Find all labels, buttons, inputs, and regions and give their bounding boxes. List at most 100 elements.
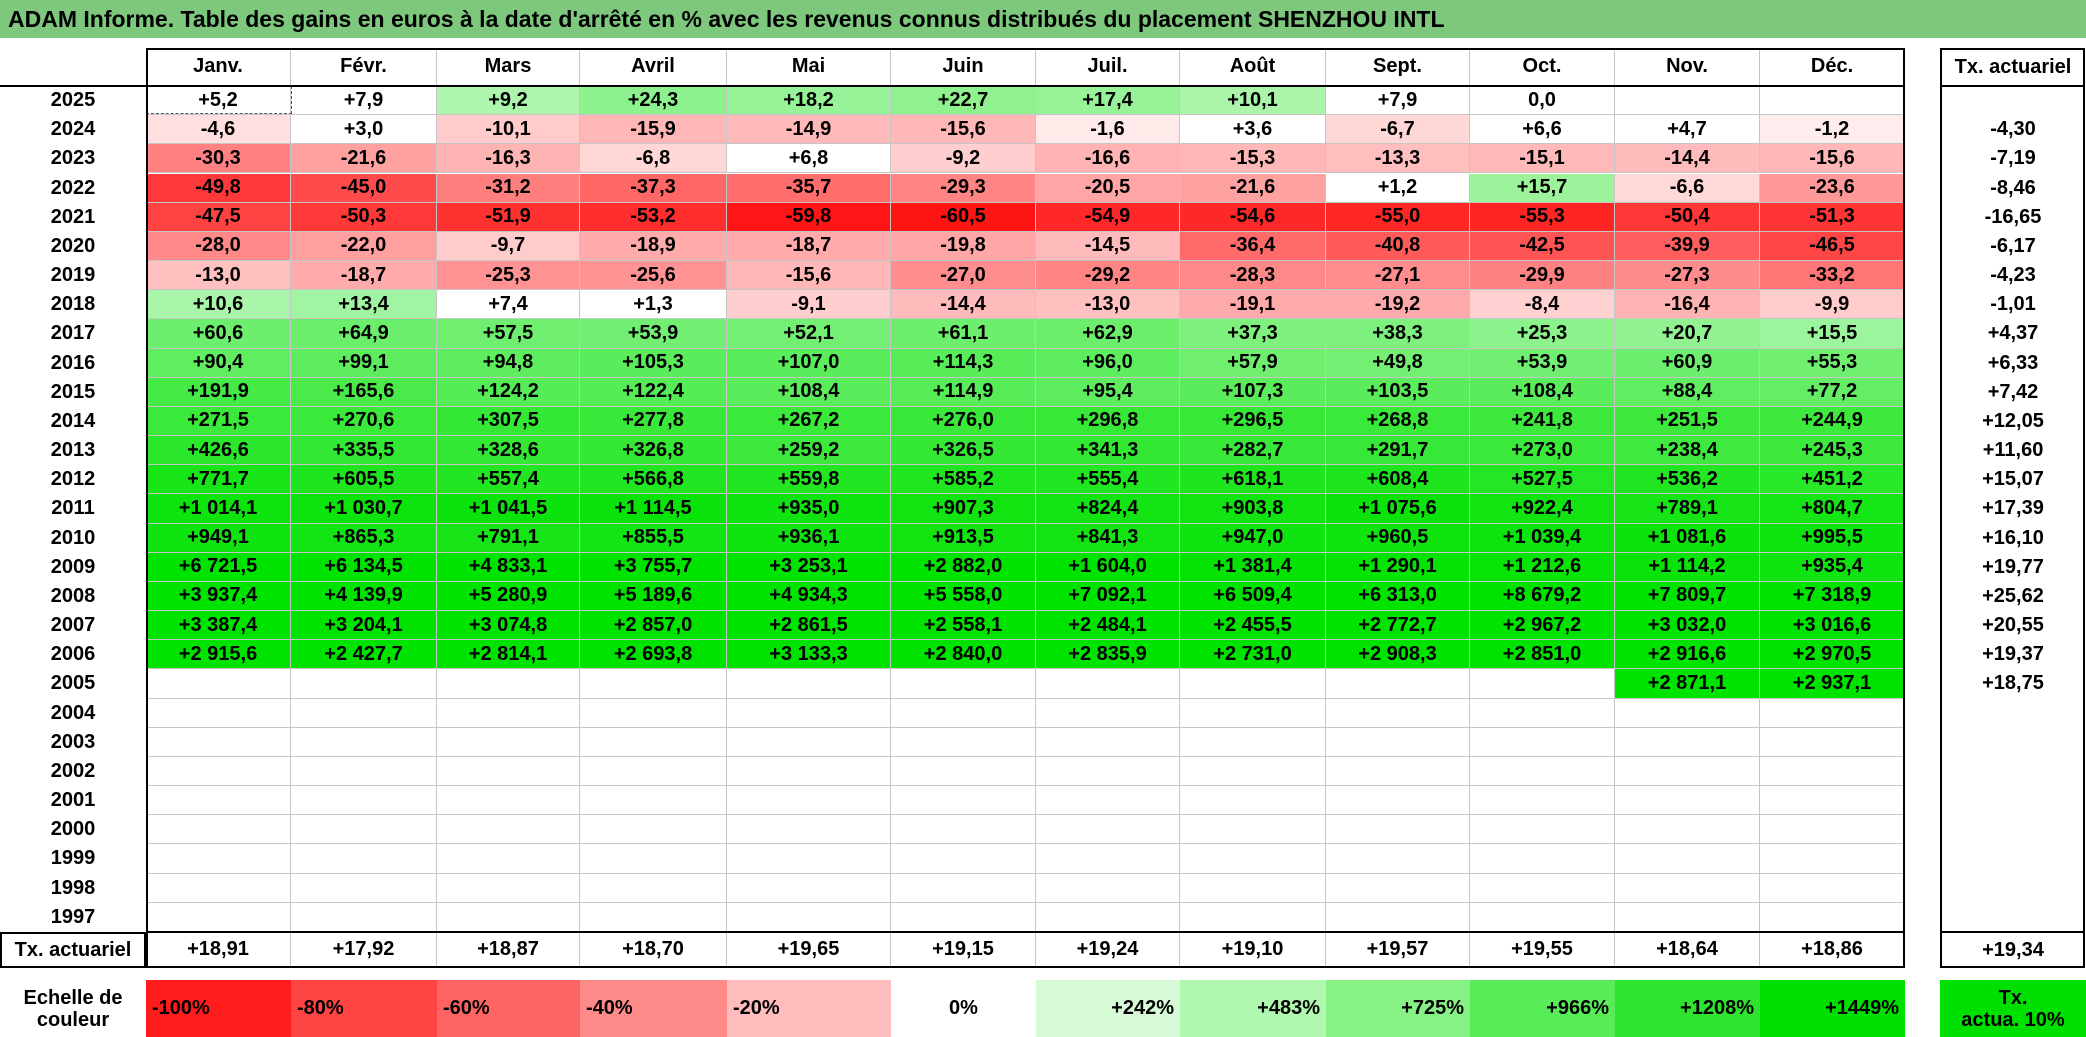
value-cell: +3 755,7	[580, 552, 727, 582]
value-cell	[1326, 669, 1470, 699]
value-cell: +282,7	[1180, 436, 1326, 466]
value-cell	[1326, 902, 1470, 932]
value-cell: +7,9	[1326, 86, 1470, 116]
value-cell: +426,6	[146, 436, 291, 466]
rate-cell	[1940, 874, 2086, 903]
totals-cell: +19,57	[1326, 932, 1470, 968]
value-cell: +7 318,9	[1760, 581, 1905, 612]
value-cell: +191,9	[146, 377, 291, 407]
month-header: Oct.	[1470, 48, 1615, 86]
rate-cell: -1,01	[1990, 293, 2036, 316]
value-cell: +38,3	[1326, 319, 1470, 349]
value-cell: -36,4	[1180, 231, 1326, 261]
value-cell: +271,5	[146, 406, 291, 437]
value-cell: 0,0	[1470, 86, 1615, 116]
value-cell: +291,7	[1326, 436, 1470, 466]
value-cell: +559,8	[727, 465, 891, 495]
value-cell: -54,6	[1180, 202, 1326, 232]
value-cell: +268,8	[1326, 406, 1470, 437]
value-cell	[580, 698, 727, 728]
value-cell: +6 313,0	[1326, 581, 1470, 612]
year-label: 2015	[50, 380, 96, 403]
value-cell: -51,3	[1760, 202, 1905, 232]
value-cell: +947,0	[1180, 523, 1326, 553]
value-cell: -47,5	[146, 202, 291, 232]
value-cell: -9,7	[437, 231, 580, 261]
value-cell: +605,5	[291, 465, 437, 495]
value-cell	[1615, 727, 1760, 757]
year-label: 2022	[50, 176, 96, 199]
value-cell: +4 139,9	[291, 581, 437, 612]
value-cell: -59,8	[727, 202, 891, 232]
value-cell: +841,3	[1036, 523, 1180, 553]
value-cell: +49,8	[1326, 348, 1470, 378]
value-cell	[1036, 727, 1180, 757]
value-cell: +114,9	[891, 377, 1036, 407]
value-cell: -25,3	[437, 261, 580, 291]
value-cell: +2 851,0	[1470, 640, 1615, 670]
value-cell: +2 455,5	[1180, 611, 1326, 641]
value-cell: +1 114,2	[1615, 552, 1760, 582]
value-cell: -29,3	[891, 173, 1036, 203]
month-header: Juin	[891, 48, 1036, 86]
value-cell	[727, 727, 891, 757]
value-cell	[1036, 873, 1180, 903]
value-cell: +296,8	[1036, 406, 1180, 437]
month-header: Août	[1180, 48, 1326, 86]
value-cell: -25,6	[580, 261, 727, 291]
value-cell	[146, 844, 291, 874]
value-cell: +3 032,0	[1615, 611, 1760, 641]
value-cell: +18,2	[727, 86, 891, 116]
rate-cell: -7,19	[1990, 147, 2036, 170]
value-cell: -13,0	[1036, 290, 1180, 320]
scale-swatch: 0%	[891, 980, 1036, 1037]
value-cell: -40,8	[1326, 231, 1470, 261]
value-cell: +566,8	[580, 465, 727, 495]
value-cell	[1470, 873, 1615, 903]
value-cell: +61,1	[891, 319, 1036, 349]
value-cell: +77,2	[1760, 377, 1905, 407]
value-cell	[727, 902, 891, 932]
value-cell	[1615, 902, 1760, 932]
value-cell: -31,2	[437, 173, 580, 203]
value-cell: +57,5	[437, 319, 580, 349]
year-label: 2025	[50, 89, 96, 112]
value-cell: +328,6	[437, 436, 580, 466]
value-cell: +855,5	[580, 523, 727, 553]
value-cell	[1470, 756, 1615, 787]
value-cell	[1180, 698, 1326, 728]
rate-cell: +6,33	[1987, 351, 2039, 374]
scale-label: Echelle de couleur	[0, 980, 146, 1037]
rate-cell	[1940, 815, 2086, 844]
value-cell: +3 133,3	[727, 640, 891, 670]
rate-header: Tx. actuariel	[1954, 55, 2072, 78]
scale-swatch: -80%	[291, 980, 437, 1037]
value-cell: -50,4	[1615, 202, 1760, 232]
value-cell: +1 014,1	[146, 494, 291, 524]
value-cell	[437, 698, 580, 728]
value-cell: -39,9	[1615, 231, 1760, 261]
value-cell: -18,7	[291, 261, 437, 291]
value-cell	[146, 902, 291, 932]
value-cell	[1470, 815, 1615, 845]
value-cell	[1326, 786, 1470, 816]
month-header: Déc.	[1760, 48, 1905, 86]
value-cell: +2 484,1	[1036, 611, 1180, 641]
value-cell: +2 937,1	[1760, 669, 1905, 699]
month-header: Mai	[727, 48, 891, 86]
value-cell: +88,4	[1615, 377, 1760, 407]
value-cell: -16,3	[437, 144, 580, 174]
year-label: 2005	[50, 672, 96, 695]
value-cell: -8,4	[1470, 290, 1615, 320]
value-cell: +60,6	[146, 319, 291, 349]
totals-cell: +18,86	[1760, 932, 1905, 968]
value-cell: -14,4	[891, 290, 1036, 320]
year-label: 2001	[50, 789, 96, 812]
month-header: Juil.	[1036, 48, 1180, 86]
report-title: ADAM Informe. Table des gains en euros à…	[0, 0, 2086, 38]
value-cell	[1470, 698, 1615, 728]
rate-cell: +12,05	[1982, 409, 2044, 432]
value-cell: -18,9	[580, 231, 727, 261]
value-cell: +935,0	[727, 494, 891, 524]
value-cell: -6,8	[580, 144, 727, 174]
